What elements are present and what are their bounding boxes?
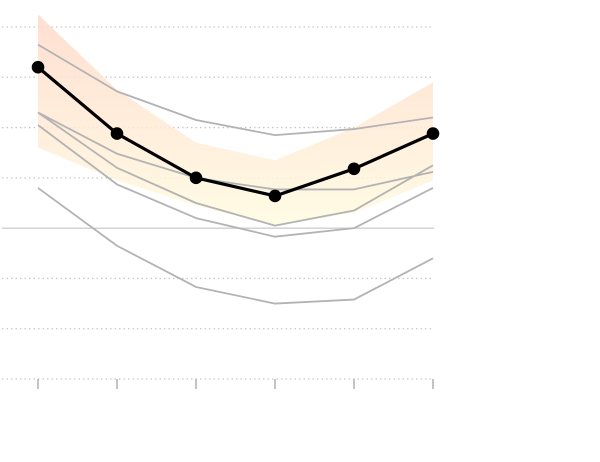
- series-line-5: [37, 187, 434, 305]
- band-layer: [38, 14, 433, 226]
- main-series-line: [36, 66, 434, 198]
- grid-layer: [2, 26, 434, 380]
- series-layer: [37, 43, 434, 305]
- main-series-point: [110, 127, 124, 140]
- series-line-2: [37, 111, 434, 191]
- series-line-1: [37, 43, 434, 137]
- main-series-layer: [31, 60, 440, 203]
- main-series-point: [347, 162, 361, 176]
- uncertainty-band: [38, 14, 433, 226]
- x-axis: [37, 379, 434, 389]
- main-series-point: [31, 60, 45, 74]
- main-series-point: [189, 171, 203, 185]
- series-line-4: [37, 124, 434, 238]
- main-series-point: [268, 189, 282, 203]
- main-series-point: [426, 127, 440, 140]
- series-line-3: [37, 111, 434, 227]
